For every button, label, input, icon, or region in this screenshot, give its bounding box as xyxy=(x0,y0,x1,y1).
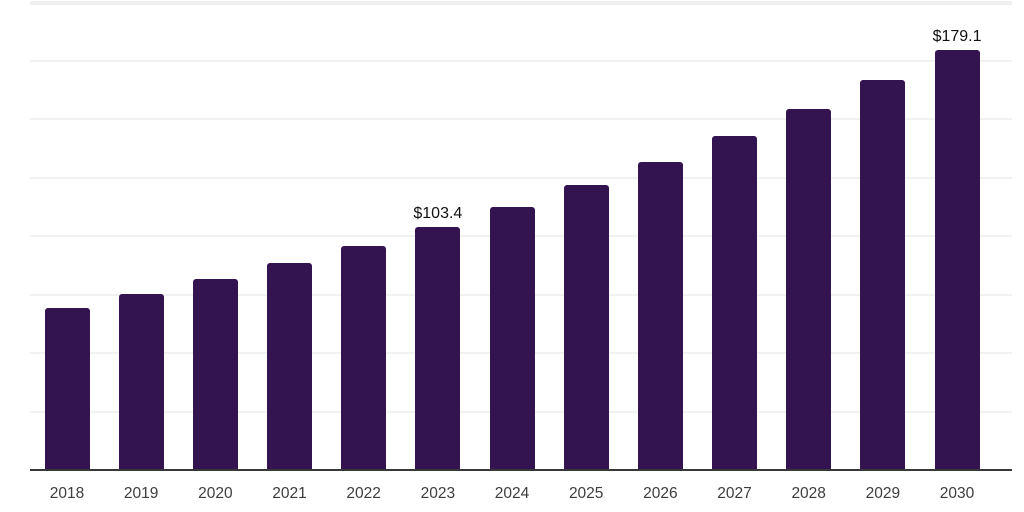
bar-2030[interactable] xyxy=(934,49,980,469)
gridline xyxy=(30,176,1012,179)
x-tick-label-2018: 2018 xyxy=(49,485,85,502)
gridline xyxy=(30,1,1012,5)
x-tick-label-2026: 2026 xyxy=(643,485,678,502)
bar-2018[interactable] xyxy=(44,308,90,469)
bar-2026[interactable] xyxy=(637,162,683,469)
x-tick-label-2025: 2025 xyxy=(568,485,604,502)
bar-2022[interactable] xyxy=(341,246,387,469)
x-tick-label-2029: 2029 xyxy=(865,485,901,502)
x-tick-label-2030: 2030 xyxy=(939,485,975,502)
x-tick-label-2024: 2024 xyxy=(494,485,530,502)
gridline xyxy=(30,59,1012,62)
x-tick-label-2019: 2019 xyxy=(123,485,159,502)
bar-2020[interactable] xyxy=(192,279,238,469)
bar-2023[interactable] xyxy=(415,227,461,469)
bar-2025[interactable] xyxy=(563,185,609,469)
x-tick-label-2028: 2028 xyxy=(791,485,826,502)
bar-2024[interactable] xyxy=(489,207,535,469)
bar-2021[interactable] xyxy=(267,262,312,469)
x-tick-label-2023: 2023 xyxy=(420,485,456,502)
x-tick-label-2022: 2022 xyxy=(346,485,381,502)
x-tick-label-2020: 2020 xyxy=(198,485,233,502)
gridline xyxy=(30,118,1012,120)
bar-2027[interactable] xyxy=(712,136,758,469)
bar-2029[interactable] xyxy=(860,80,906,469)
bar-2028[interactable] xyxy=(786,109,832,469)
x-tick-label-2021: 2021 xyxy=(272,485,307,502)
data-label-2023: $103.4 xyxy=(413,205,463,223)
bar-2019[interactable] xyxy=(118,294,164,469)
x-axis-line xyxy=(30,469,1012,471)
x-tick-label-2027: 2027 xyxy=(717,485,752,502)
data-label-2030: $179.1 xyxy=(932,27,982,45)
